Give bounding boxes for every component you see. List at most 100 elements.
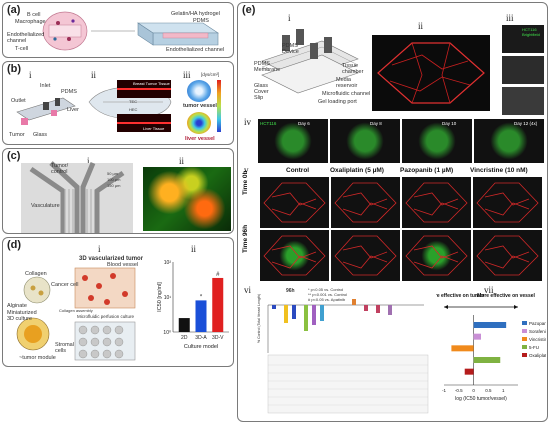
- v-vessel-network: [334, 235, 397, 276]
- vi-bar-chart: [267, 299, 429, 414]
- e-label-gel-port: Gel loading port: [318, 99, 357, 105]
- vii-xlabel: log (IC50 tumor/vessel): [455, 396, 507, 402]
- b-tumor-vessel-label: tumor vessel: [183, 103, 217, 109]
- a-label-hydrogel: Gelatin/HA hydrogel: [171, 11, 220, 17]
- iv-image: [258, 119, 328, 163]
- c-scale-50: 50 µm: [107, 171, 119, 176]
- ic50-chart: 10⁰ 10¹ 10² 2D 3D-A * 3D-V # Culture model IC50 […: [157, 260, 229, 350]
- c-sub-i: i: [87, 156, 90, 166]
- panel-e: (e) i ii iii iv v vi vii PDMS Device PDM…: [237, 2, 548, 422]
- e-iii-hct116: HCT116: [522, 27, 537, 32]
- panel-a: (a) B cell Macrophage Endothelialized ch…: [2, 2, 234, 58]
- v-image: [331, 177, 400, 228]
- vii-legend-label: Pazopanib: [529, 321, 546, 326]
- vii-xtick: 0: [472, 388, 475, 393]
- e-iii-panel-3: [502, 87, 544, 115]
- b-sub-ii: ii: [91, 70, 97, 80]
- vi-time-label: 96h: [286, 288, 295, 294]
- v-header-vincristine: Vincristine (10 nM): [470, 167, 528, 174]
- panel-b: (b) i ii iii Breast Tumor Tissue Liver T…: [2, 61, 234, 145]
- e-v-grid: [260, 177, 544, 281]
- ic50-bar: [212, 277, 224, 332]
- ic50-ytick: 10²: [164, 260, 172, 266]
- iv-day-label: Day 8: [370, 121, 382, 126]
- e-sub-v: v: [244, 165, 249, 175]
- v-image: [402, 177, 471, 228]
- b-label-outlet: Outlet: [11, 98, 26, 104]
- b-micro-top: [117, 80, 171, 98]
- iv-image: [402, 119, 472, 163]
- b-label-pdms: PDMS: [61, 89, 77, 95]
- d-label-tumor-module: ~tumor module: [19, 355, 56, 361]
- e-sub-iv: iv: [244, 117, 252, 127]
- vii-legend-label: 5-FU: [529, 345, 539, 350]
- b-sub-iii: iii: [183, 70, 191, 80]
- ic50-bar: [178, 318, 190, 332]
- v-image: [331, 230, 400, 281]
- panel-d: (d) i ii 3D vascularized tumor Collagen …: [2, 237, 234, 367]
- v-vessel-network: [476, 182, 539, 223]
- vii-bar: [473, 322, 507, 328]
- v-vessel-network: [405, 182, 468, 223]
- ic50-annotation: *: [200, 294, 203, 300]
- v-row-time0: Time 0h: [242, 170, 249, 195]
- d-label-assembly: Collagen assembly: [59, 308, 93, 313]
- v-header-oxaliplatin: Oxaliplatin (5 µM): [330, 167, 384, 174]
- v-vessel-network: [263, 182, 326, 223]
- d-label-cancer-cell: Cancer cell: [51, 282, 79, 288]
- e-ii-micrograph: [372, 35, 490, 111]
- vii-bar: [464, 368, 474, 375]
- b-label-liver-tissue: Liver Tissue: [143, 126, 165, 131]
- panel-a-label: (a): [7, 4, 21, 16]
- a-label-endo-channel-right: Endothelialized channel: [166, 47, 225, 53]
- e-label-tissue-chamber: Tissue chamber: [342, 63, 364, 75]
- b-liver-vessel-label: liver vessel: [185, 136, 215, 142]
- vii-legend-swatch: [522, 329, 527, 333]
- e-label-glass: Glass Cover Slip: [254, 83, 269, 101]
- vii-legend-swatch: [522, 353, 527, 357]
- vii-arrow-right: [514, 305, 518, 309]
- e-iii-panel-1: HCT116 Brightfield: [502, 25, 544, 53]
- c-scale-100: 100 µm: [107, 177, 121, 182]
- iv-day-label: Day 6: [298, 121, 310, 126]
- d-label-mini-3d: Miniaturized 3D culture: [7, 310, 37, 322]
- b-inset-tec: TEC: [129, 99, 137, 104]
- iv-image: [330, 119, 400, 163]
- v-vessel-network: [334, 182, 397, 223]
- iv-hct116-label: HCT116: [260, 121, 277, 126]
- b-sub-i: i: [29, 70, 32, 80]
- e-sub-ii: ii: [418, 21, 424, 31]
- c-label-vasculature: Vasculature: [31, 203, 60, 209]
- b-inset-hec: HEC: [129, 107, 138, 112]
- b-label-inlet: Inlet: [40, 83, 51, 89]
- vii-legend-swatch: [522, 345, 527, 349]
- iv-day-label: Day 12 (4x): [514, 121, 538, 126]
- a-label-macrophage: Macrophage: [15, 19, 46, 25]
- b-label-glass: Glass: [33, 132, 48, 138]
- a-label-bcell: B cell: [27, 12, 41, 18]
- a-label-pdms: PDMS: [193, 18, 209, 24]
- d-sub-i: i: [98, 244, 101, 254]
- e-label-media-reservoir: Media reservoir: [336, 77, 358, 89]
- b-colorbar: [217, 80, 221, 132]
- b-label-liver: Liver: [67, 107, 79, 113]
- ic50-ytick: 10¹: [164, 295, 172, 301]
- vii-legend-label: Sorafenib: [529, 329, 546, 334]
- vii-arrow-left: [444, 305, 448, 309]
- panel-a-schematic: [42, 11, 219, 51]
- b-label-breast-tumor: Breast Tumor Tissue: [133, 81, 170, 86]
- e-label-micro-channel: Microfluidic channel: [322, 91, 371, 97]
- vii-bar: [451, 345, 474, 352]
- vi-ylabel: % Control (Total Vessel Length): [257, 293, 261, 343]
- v-image: [260, 177, 329, 228]
- d-label-stromal: Stromal cells: [55, 342, 74, 354]
- c-micrograph: [143, 167, 231, 231]
- vi-legend-1: * p<0.05 vs. Control: [308, 287, 344, 292]
- vii-legend-label: Vincristine: [529, 337, 546, 342]
- ic50-xtick: 3D-A: [195, 335, 207, 341]
- ic50-ylabel: IC50 [ng/ml]: [157, 282, 163, 312]
- v-vessel-network: [263, 235, 326, 276]
- b-liver-vessel-map: [187, 112, 211, 134]
- d-title-3d: 3D vascularized tumor: [79, 256, 144, 262]
